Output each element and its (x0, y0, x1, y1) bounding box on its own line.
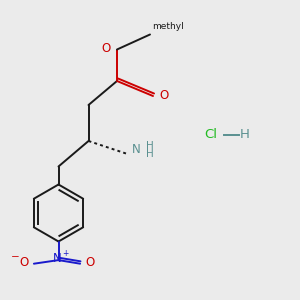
Text: O: O (19, 256, 28, 269)
Text: −: − (11, 252, 20, 262)
Text: H: H (146, 149, 154, 159)
Text: +: + (62, 249, 68, 258)
Text: H: H (146, 140, 154, 151)
Text: H: H (239, 128, 249, 142)
Text: methyl: methyl (152, 22, 184, 31)
Text: N: N (131, 142, 140, 156)
Text: O: O (85, 256, 95, 269)
Text: O: O (101, 42, 110, 55)
Text: Cl: Cl (204, 128, 217, 142)
Text: N: N (52, 252, 62, 266)
Text: O: O (159, 89, 168, 102)
